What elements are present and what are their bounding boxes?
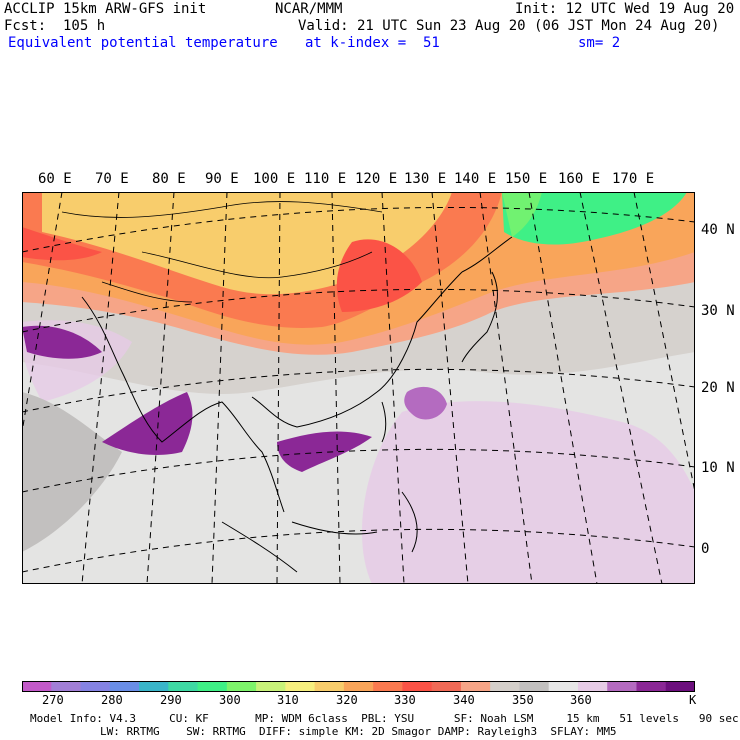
colorbar-swatch <box>577 681 608 692</box>
gray-region-west <box>22 392 122 552</box>
purple-typhoon <box>404 386 447 420</box>
lat-label: 0 <box>701 541 710 557</box>
colorbar-tick-label: 320 <box>336 693 358 707</box>
colorbar-tick-label: 360 <box>570 693 592 707</box>
colorbar-swatch <box>460 681 491 692</box>
colorbar-tick-label: 330 <box>394 693 416 707</box>
colorbar-swatch <box>636 681 667 692</box>
lon-label: 130 E <box>404 171 447 187</box>
colorbar-swatch <box>519 681 550 692</box>
lon-label: 120 E <box>355 171 398 187</box>
colorbar-swatch <box>373 681 403 692</box>
colorbar-swatch <box>314 681 345 692</box>
colorbar-swatch <box>607 681 637 692</box>
colorbar-swatch <box>548 681 579 692</box>
lilac-region <box>362 401 695 584</box>
lat-lon-grid <box>22 192 695 584</box>
lon-label: 90 E <box>205 171 239 187</box>
colorbar-tick-label: 340 <box>453 693 475 707</box>
coastlines <box>81 236 513 573</box>
colorbar-swatch <box>402 681 433 692</box>
lon-label: 80 E <box>152 171 186 187</box>
warm-band-red-core <box>336 239 422 312</box>
lon-label: 70 E <box>95 171 129 187</box>
colorbar-swatch <box>490 681 520 692</box>
forecast-hour: Fcst: 105 h <box>4 18 106 34</box>
colorbar-swatch <box>139 681 169 692</box>
model-title: ACCLIP 15km ARW-GFS init <box>4 1 207 17</box>
model-info-line1: Model Info: V4.3 CU: KF MP: WDM 6class P… <box>30 712 739 725</box>
colorbar-swatch <box>431 681 462 692</box>
lat-label: 40 N <box>701 222 735 238</box>
smoothing-label: sm= 2 <box>578 35 621 51</box>
org-label: NCAR/MMM <box>275 1 343 17</box>
colorbar-swatch <box>285 681 316 692</box>
colorbar-swatch <box>197 681 228 692</box>
colorbar-swatch <box>226 681 257 692</box>
purple-south-china-sea <box>277 431 372 472</box>
lon-label: 140 E <box>454 171 497 187</box>
colorbar-swatch <box>51 681 82 692</box>
colorbar-swatch <box>256 681 286 692</box>
purple-northwest <box>22 325 102 359</box>
lon-label: 60 E <box>38 171 72 187</box>
lon-label: 150 E <box>505 171 548 187</box>
colorbar-tick-label: 350 <box>512 693 534 707</box>
colorbar-unit: K <box>689 693 697 707</box>
map-frame <box>22 192 695 584</box>
colorbar-swatch <box>22 681 52 692</box>
colorbar-tick-label: 270 <box>42 693 64 707</box>
field-name: Equivalent potential temperature <box>8 35 278 51</box>
level-label: at k-index = 51 <box>305 35 440 51</box>
model-info-line2: LW: RRTMG SW: RRTMG DIFF: simple KM: 2D … <box>100 725 617 738</box>
lon-label: 110 E <box>304 171 347 187</box>
colorbar <box>22 681 695 692</box>
theta-e-map <box>22 192 695 584</box>
colorbar-swatch <box>343 681 374 692</box>
colorbar-tick-label: 300 <box>219 693 241 707</box>
lon-label: 100 E <box>253 171 296 187</box>
colorbar-tick-label: 310 <box>277 693 299 707</box>
lat-label: 20 N <box>701 380 735 396</box>
country-borders <box>61 201 383 303</box>
init-time: Init: 12 UTC Wed 19 Aug 20 <box>515 1 735 17</box>
colorbar-tick-label: 280 <box>101 693 123 707</box>
lat-label: 10 N <box>701 460 735 476</box>
cool-region-green <box>502 192 687 245</box>
cool-region-lightgreen <box>502 192 542 237</box>
colorbar-swatch <box>80 681 111 692</box>
lat-label: 30 N <box>701 303 735 319</box>
valid-time: Valid: 21 UTC Sun 23 Aug 20 (06 JST Mon … <box>298 18 720 34</box>
lon-label: 160 E <box>558 171 601 187</box>
colorbar-swatch <box>665 681 695 692</box>
colorbar-swatch <box>168 681 199 692</box>
colorbar-swatch <box>109 681 140 692</box>
colorbar-frame <box>22 681 695 692</box>
warm-band-red-west <box>22 227 102 261</box>
colorbar-tick-label: 290 <box>160 693 182 707</box>
lon-label: 170 E <box>612 171 655 187</box>
